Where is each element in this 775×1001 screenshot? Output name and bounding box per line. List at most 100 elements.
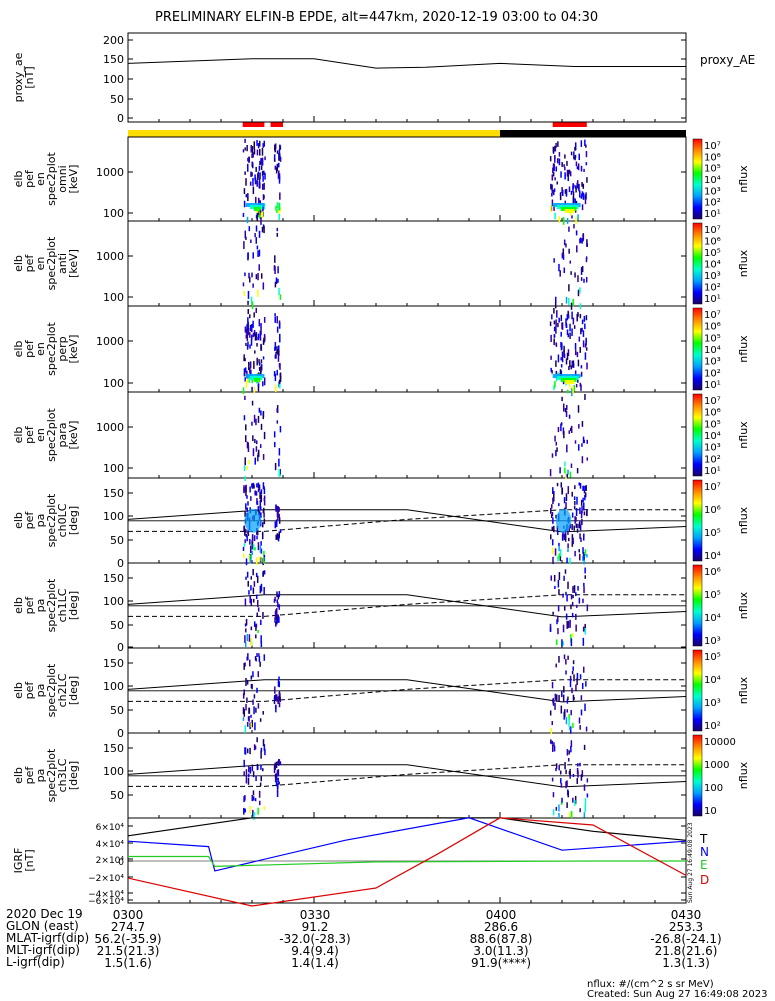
spec-1-a-68 — [258, 210, 261, 218]
pa-8-c-25 — [555, 806, 558, 811]
spec-3-c-66 — [572, 386, 574, 394]
spec-3-c-80 — [555, 375, 558, 382]
pa-7-b-4 — [278, 681, 281, 688]
cbar-label-ch1: nflux — [737, 591, 750, 619]
ylabel-para-2: en — [34, 428, 47, 442]
spec-2-b-7 — [274, 281, 277, 288]
spec-core-1-0-2 — [253, 207, 261, 211]
spec-1-a-71 — [258, 198, 260, 206]
spec-1-c-24 — [573, 184, 575, 188]
spec-2-c-25 — [579, 303, 582, 310]
spec-3-a-81 — [260, 327, 262, 335]
pa-6-a-14 — [252, 568, 254, 576]
spec-4-c-28 — [574, 440, 577, 444]
spec-1-a-3 — [260, 158, 262, 165]
spec-2-c-15 — [565, 296, 568, 304]
spec-3-a-4 — [257, 384, 260, 392]
spec-3-c-45 — [554, 381, 556, 388]
pa-7-a-19 — [248, 715, 250, 722]
cbar-tick-ch3-2: 100 — [704, 783, 723, 794]
spec-3-a-22 — [263, 317, 266, 323]
pa-6-c-21 — [582, 626, 585, 632]
cbar-tick-perp-4: 10³ — [704, 357, 721, 368]
pa-5-a-26 — [257, 482, 260, 489]
pa-5-c-46 — [578, 482, 581, 486]
pa-5-b-11 — [277, 505, 279, 511]
spec-3-b-9 — [275, 384, 277, 392]
spec-2-b-10 — [277, 278, 279, 283]
pa-8-c-50 — [552, 792, 555, 798]
pa-6-c-47 — [565, 613, 568, 620]
pa-5-c-86 — [573, 505, 576, 510]
pa-5-a-21 — [262, 482, 265, 490]
ylabel-ch3-1: pef — [23, 766, 36, 785]
spec-1-a-31 — [246, 216, 249, 224]
spec-1-c-58 — [558, 158, 561, 166]
pa-8-c-16 — [580, 774, 583, 781]
spec-2-a-15 — [263, 225, 265, 234]
ylabel-omni-1: pef — [23, 169, 36, 188]
pa-8-c-43 — [583, 784, 586, 791]
pa-7-a-42 — [254, 722, 256, 731]
pa-7-c-28 — [582, 666, 585, 673]
pa-8-c-17 — [566, 749, 569, 756]
pa-7-c-19 — [551, 681, 554, 689]
spec-1-c-82 — [574, 185, 577, 189]
pa-5-a-6 — [244, 539, 246, 543]
spec-2-c-31 — [581, 266, 584, 273]
pa-6-c-6 — [552, 611, 554, 615]
spec-4-c-41 — [551, 453, 554, 458]
pa-5-c-99 — [573, 525, 575, 531]
spec-2-c-11 — [568, 248, 570, 254]
spec-3-c-48 — [563, 353, 566, 359]
pa-7-b-17 — [275, 694, 277, 701]
spec-1-b-23 — [279, 192, 281, 200]
spec-3-c-62 — [550, 355, 552, 360]
spec-3-c-101 — [572, 360, 575, 367]
pa-6-a-21 — [262, 570, 265, 577]
pa-5-c-100 — [567, 531, 569, 535]
spec-1-a-88 — [260, 157, 262, 162]
pa-7-a-43 — [246, 721, 249, 727]
ylabel-ch1-3: spec2plot — [45, 578, 58, 632]
spec-3-a-28 — [245, 342, 247, 346]
pa-6-a-43 — [245, 576, 247, 580]
spec-4-c-17 — [584, 394, 586, 400]
pa-8-c-53 — [561, 797, 563, 803]
pa-5-c-41 — [584, 485, 586, 492]
pa-5-a-96 — [249, 555, 252, 564]
pa-8-a-23 — [243, 759, 245, 768]
panel-frame-proxy — [127, 32, 687, 123]
pa-5-a-24 — [260, 548, 263, 554]
pa-5-a-65 — [256, 483, 258, 488]
pa-6-c-48 — [572, 588, 574, 593]
ylabel-omni-5: [keV] — [67, 165, 80, 194]
spec-2-c-36 — [554, 301, 557, 309]
pa-5-a-11 — [256, 536, 258, 540]
spec-4-c-15 — [564, 467, 566, 474]
pa-6-a-11 — [255, 572, 258, 578]
spec-3-a-61 — [260, 343, 262, 351]
pa-7-b-9 — [279, 693, 281, 697]
pa-5-c-88 — [583, 557, 585, 565]
spec-3-b-15 — [276, 316, 278, 324]
pa-7-c-51 — [584, 703, 586, 712]
spec-3-a-41 — [243, 354, 245, 359]
spec-4-b-2 — [273, 431, 276, 438]
spec-1-a-58 — [260, 217, 262, 225]
colorbar-para — [692, 393, 703, 477]
yticklabel-perp-1: 100 — [103, 377, 124, 390]
spec-1-a-60 — [246, 144, 248, 152]
pa-7-c-21 — [563, 654, 566, 660]
pa-6-c-15 — [556, 619, 558, 625]
spec-1-a-67 — [255, 196, 257, 204]
pa-6-a-31 — [247, 580, 249, 587]
spec-3-c-73 — [553, 326, 556, 332]
spec-1-c-94 — [567, 169, 570, 176]
pa-5-c-33 — [577, 523, 579, 528]
pa-7-a-12 — [250, 722, 252, 727]
ylabel-igrf-1: [nT] — [23, 849, 36, 871]
pa-5-a-46 — [254, 547, 256, 551]
spec-1-c-91 — [585, 192, 587, 200]
spec-3-b-29 — [277, 354, 280, 362]
